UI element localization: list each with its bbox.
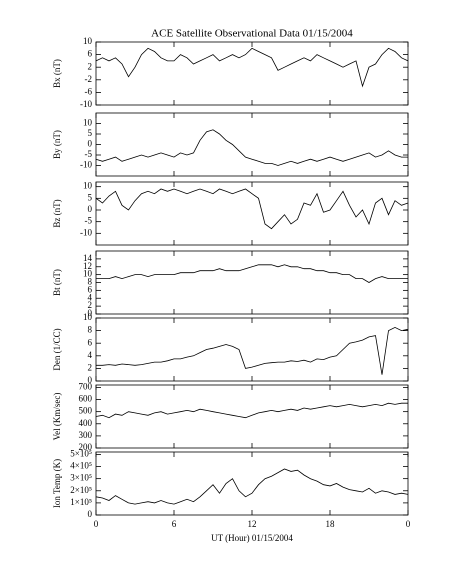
y-tick-label: -2 [85, 74, 93, 84]
data-line [95, 188, 409, 230]
x-tick-label: 0 [94, 519, 99, 529]
y-tick-label: 4 [88, 350, 93, 360]
y-tick-label: -10 [80, 227, 92, 237]
y-tick-label: 10 [83, 118, 93, 128]
y-tick-label: -10 [80, 99, 92, 109]
panel-frame [95, 384, 409, 449]
y-tick-label: 0 [88, 204, 93, 214]
y-axis-label: Bx (nT) [52, 59, 62, 88]
data-line [95, 129, 408, 166]
x-tick-label: 18 [326, 519, 336, 529]
x-axis-label: UT (Hour) 01/15/2004 [211, 533, 293, 543]
data-line [95, 402, 408, 419]
y-tick-label: 12 [83, 261, 92, 271]
y-tick-label: 0 [88, 139, 93, 149]
data-line [95, 47, 409, 88]
y-tick-label: 10 [83, 181, 93, 191]
y-tick-label: 0 [88, 375, 93, 385]
data-line [95, 468, 409, 505]
chart-title: ACE Satellite Observational Data 01/15/2… [151, 28, 353, 40]
y-tick-label: 0 [88, 308, 93, 318]
y-tick-label: 8 [88, 277, 93, 287]
y-tick-label: 2 [88, 362, 93, 372]
panel-frame [95, 451, 409, 516]
y-tick-label: 4×10⁵ [70, 461, 92, 471]
y-tick-label: -10 [80, 160, 92, 170]
panel-frame [95, 112, 409, 177]
panel-frame [95, 250, 409, 315]
x-tick-label: 6 [172, 519, 177, 529]
y-tick-label: 5 [88, 192, 93, 202]
y-axis-label: Den (1/CC) [52, 328, 62, 370]
y-tick-label: 3×10⁵ [70, 473, 92, 483]
y-tick-label: 4 [88, 292, 93, 302]
y-tick-label: 5 [88, 128, 93, 138]
y-tick-label: 6 [88, 49, 93, 59]
y-tick-label: -5 [85, 216, 93, 226]
y-tick-label: 1×10⁵ [70, 497, 92, 507]
y-axis-label: Ion Temp (K) [52, 459, 62, 508]
panel-frame [95, 181, 409, 246]
x-tick-label: 0 [406, 519, 411, 529]
y-axis-label: Bt (nT) [52, 269, 62, 296]
y-tick-label: 300 [79, 430, 93, 440]
y-axis-label: By (nT) [52, 130, 62, 159]
panel-frame [95, 41, 409, 106]
data-line [96, 326, 409, 375]
y-tick-label: 10 [83, 36, 93, 46]
y-tick-label: 0 [88, 509, 93, 519]
y-tick-label: 2 [88, 300, 93, 310]
y-tick-label: 400 [79, 418, 93, 428]
y-tick-label: -6 [85, 86, 93, 96]
y-axis-label: Vel (Km/sec) [52, 393, 62, 441]
y-tick-label: 500 [79, 406, 93, 416]
y-tick-label: 200 [79, 442, 93, 452]
y-axis-label: Bz (nT) [52, 199, 62, 227]
y-tick-label: 5×10⁵ [70, 448, 92, 458]
y-tick-label: 600 [79, 394, 93, 404]
y-tick-label: -5 [85, 149, 93, 159]
y-tick-label: 6 [88, 337, 93, 347]
x-tick-label: 12 [248, 519, 257, 529]
y-tick-label: 10 [83, 312, 93, 322]
data-line [96, 264, 408, 283]
y-tick-label: 2×10⁵ [70, 485, 92, 495]
y-tick-label: 8 [88, 325, 93, 335]
y-tick-label: 700 [79, 381, 93, 391]
panel-frame [95, 317, 409, 382]
y-tick-label: 14 [83, 253, 93, 263]
y-tick-label: 2 [88, 61, 93, 71]
y-tick-label: 6 [88, 284, 93, 294]
y-tick-label: 10 [83, 269, 93, 279]
